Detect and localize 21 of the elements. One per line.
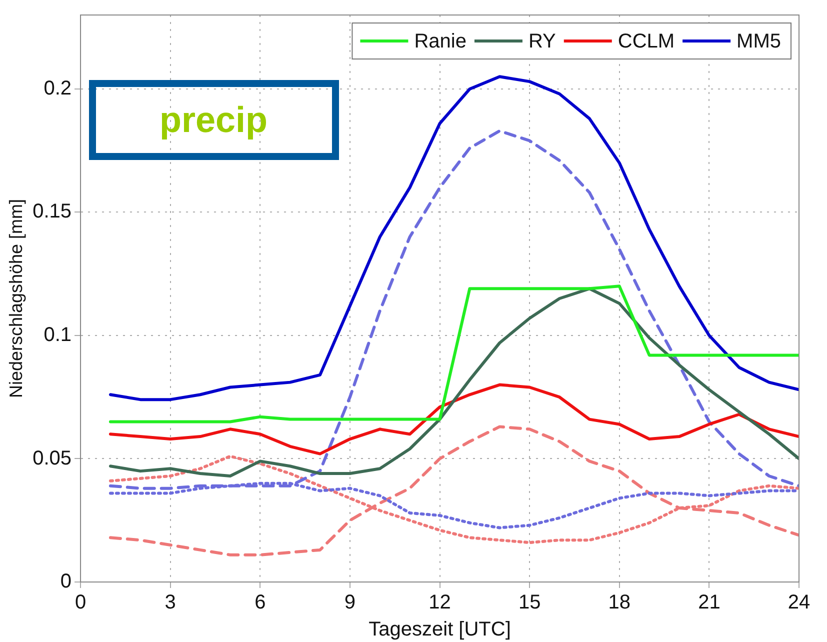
y-axis-title: Niederschlagshöhe [mm] [6, 198, 26, 398]
x-axis-title: Tageszeit [UTC] [368, 618, 511, 641]
x-tick-label: 21 [698, 592, 720, 614]
legend-label: MM5 [736, 30, 782, 53]
y-tick-label: 0.1 [44, 324, 72, 346]
y-tick-label: 0.05 [32, 447, 72, 470]
legend-label: CCLM [618, 30, 675, 53]
legend-label: Ranie [414, 30, 466, 53]
x-tick-label: 24 [788, 592, 810, 614]
x-tick-label: 3 [164, 592, 176, 614]
x-tick-label: 15 [518, 592, 541, 614]
x-tick-label: 18 [608, 592, 631, 614]
x-tick-label: 6 [254, 592, 266, 614]
x-tick-label: 0 [74, 592, 86, 614]
annotation: precip [88, 80, 339, 160]
y-tick-label: 0 [60, 570, 72, 593]
x-tick-label: 12 [428, 592, 451, 614]
legend-label: RY [528, 30, 556, 53]
y-tick-label: 0.2 [44, 77, 72, 100]
x-tick-label: 9 [344, 592, 356, 614]
y-tick-label: 0.15 [32, 200, 72, 223]
